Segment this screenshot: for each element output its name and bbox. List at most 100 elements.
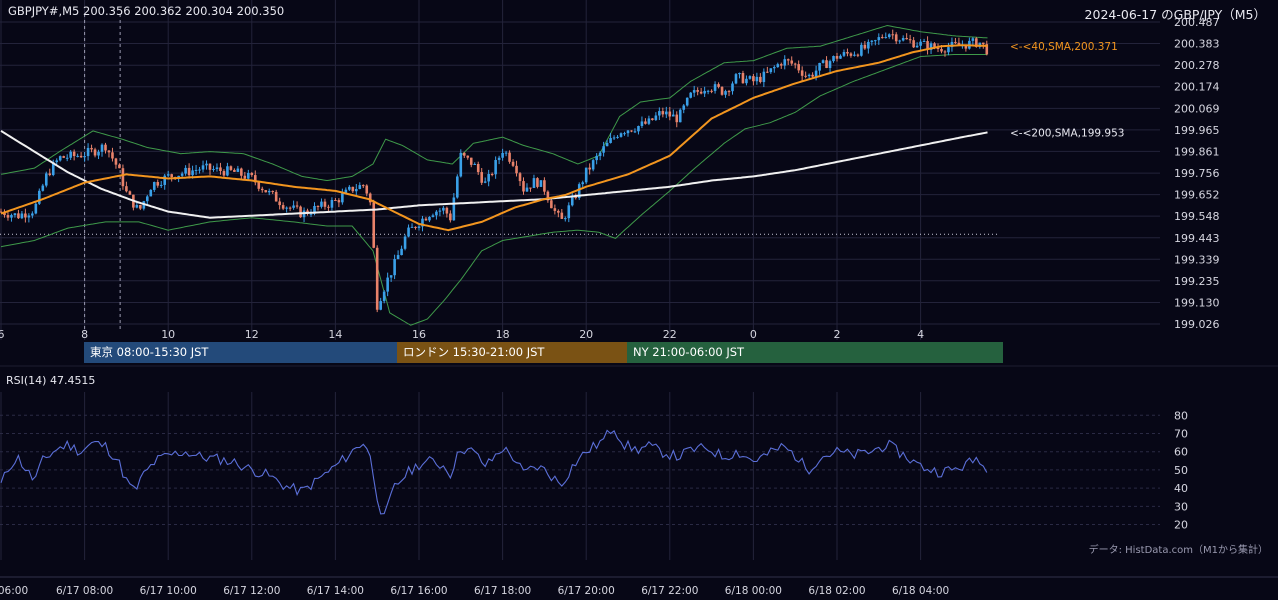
candle-body bbox=[247, 172, 250, 179]
rsi-line-group bbox=[0, 429, 988, 515]
candle-body bbox=[734, 74, 738, 84]
candle-body bbox=[856, 54, 860, 56]
candle-body bbox=[874, 40, 877, 42]
candle-body bbox=[933, 43, 936, 48]
candle-body bbox=[483, 181, 487, 183]
candle-body bbox=[194, 169, 198, 171]
candle-body bbox=[696, 90, 699, 92]
candle-body bbox=[908, 39, 912, 41]
candle-body bbox=[741, 72, 745, 84]
candle-body bbox=[800, 70, 804, 76]
candle-body bbox=[766, 71, 769, 73]
candle-body bbox=[341, 193, 344, 203]
candle-body bbox=[323, 201, 327, 207]
candle-body bbox=[922, 41, 926, 43]
candle-body bbox=[703, 90, 706, 94]
candle-body bbox=[842, 52, 846, 56]
candle-body bbox=[278, 201, 281, 206]
candle-body bbox=[114, 158, 118, 165]
candle-body bbox=[675, 114, 679, 123]
price-tick-label: 200.278 bbox=[1174, 59, 1220, 72]
candle-body bbox=[818, 62, 821, 71]
candle-body bbox=[400, 248, 403, 256]
candle-body bbox=[532, 178, 536, 189]
candle-body bbox=[832, 56, 835, 62]
candle-body bbox=[936, 47, 940, 49]
candle-body bbox=[334, 199, 337, 201]
candle-body bbox=[759, 76, 762, 83]
candle-body bbox=[31, 213, 34, 216]
candle-body bbox=[546, 191, 550, 201]
candle-body bbox=[93, 149, 97, 156]
candle-body bbox=[504, 152, 508, 154]
candle-body bbox=[790, 60, 794, 64]
candle-body bbox=[34, 203, 38, 214]
ohlc-readout: GBPJPY#,M5 200.356 200.362 200.304 200.3… bbox=[8, 4, 285, 18]
candle-body bbox=[602, 146, 605, 153]
candle-body bbox=[797, 64, 800, 71]
candle-body bbox=[459, 152, 463, 177]
candle-body bbox=[543, 180, 546, 192]
candle-body bbox=[898, 40, 901, 42]
candle-body bbox=[511, 161, 515, 166]
candle-body bbox=[853, 54, 856, 56]
candle-body bbox=[605, 142, 609, 147]
candle-body bbox=[821, 60, 825, 63]
candle-body bbox=[745, 78, 748, 84]
price-time-tick: 14 bbox=[328, 328, 342, 341]
candle-body bbox=[539, 180, 543, 187]
rsi-time-tick: 6/17 14:00 bbox=[307, 585, 364, 597]
candle-body bbox=[591, 160, 595, 170]
candle-body bbox=[773, 67, 776, 69]
price-time-tick: 10 bbox=[161, 328, 175, 341]
candle-body bbox=[76, 155, 79, 157]
candle-body bbox=[776, 64, 780, 68]
candle-body bbox=[957, 42, 961, 46]
candle-body bbox=[368, 193, 372, 203]
candle-body bbox=[365, 185, 369, 194]
candle-body bbox=[403, 236, 407, 249]
candle-body bbox=[62, 156, 65, 158]
candle-body bbox=[208, 163, 212, 170]
candle-body bbox=[947, 47, 950, 53]
candle-body bbox=[954, 41, 957, 43]
candle-body bbox=[752, 76, 755, 82]
candle-body bbox=[205, 163, 208, 166]
candle-body bbox=[358, 185, 362, 190]
candle-body bbox=[929, 43, 933, 50]
chart-date-title: 2024-06-17 のGBP/JPY（M5） bbox=[1084, 7, 1266, 22]
candle-body bbox=[490, 174, 494, 176]
candle-body bbox=[285, 207, 288, 209]
rsi-tick-label: 50 bbox=[1174, 464, 1188, 477]
price-time-tick: 2 bbox=[834, 328, 841, 341]
rsi-tick-label: 20 bbox=[1174, 519, 1188, 532]
candle-body bbox=[529, 187, 532, 189]
rsi-tick-label: 40 bbox=[1174, 482, 1188, 495]
candle-body bbox=[598, 152, 602, 156]
candle-body bbox=[692, 90, 696, 93]
candle-body bbox=[313, 205, 316, 214]
candle-body bbox=[560, 212, 564, 219]
candle-body bbox=[435, 211, 438, 216]
candle-body bbox=[762, 71, 766, 83]
candle-body bbox=[706, 90, 710, 92]
candle-body bbox=[118, 164, 121, 169]
candle-body bbox=[128, 191, 132, 195]
candle-body bbox=[919, 41, 922, 46]
candle-body bbox=[6, 215, 10, 218]
candle-body bbox=[884, 37, 888, 39]
candle-body bbox=[104, 144, 107, 151]
price-tick-label: 199.965 bbox=[1174, 124, 1220, 137]
candle-body bbox=[564, 218, 567, 220]
sma200-line bbox=[0, 130, 988, 219]
candle-body bbox=[609, 138, 612, 143]
rsi-tick-label: 60 bbox=[1174, 446, 1188, 459]
price-tick-label: 200.487 bbox=[1174, 16, 1220, 29]
candle-body bbox=[779, 64, 783, 66]
candle-body bbox=[699, 91, 703, 94]
axis-labels: 200.487 200.383 200.278 200.174 200.069 199.9… bbox=[0, 16, 1220, 597]
candle-body bbox=[201, 165, 205, 170]
candle-body bbox=[515, 165, 518, 174]
rsi-tick-label: 30 bbox=[1174, 500, 1188, 513]
